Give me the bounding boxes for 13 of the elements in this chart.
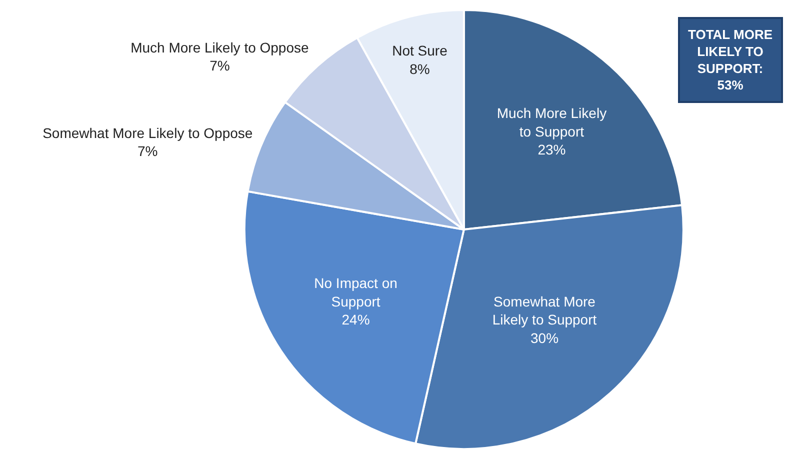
slice-label: Much More Likely to Oppose	[130, 39, 309, 56]
slice-label: Somewhat More Likely to Oppose	[42, 125, 253, 142]
slice-label: No Impact on Support	[314, 275, 398, 310]
slice-label: Not Sure	[392, 42, 448, 59]
slice-label: Somewhat More Likely to Support	[492, 293, 597, 328]
data-label: 7%	[138, 143, 158, 160]
slice-label: Much More Likely to Support	[496, 105, 607, 140]
text: TOTAL MORE LIKELY TO SUPPORT: 53%	[688, 27, 773, 93]
data-label: 30%	[530, 330, 559, 346]
data-label: 23%	[538, 142, 566, 158]
data-label: 24%	[342, 312, 370, 328]
data-label: 7%	[210, 58, 230, 74]
data-label: 8%	[410, 60, 430, 77]
